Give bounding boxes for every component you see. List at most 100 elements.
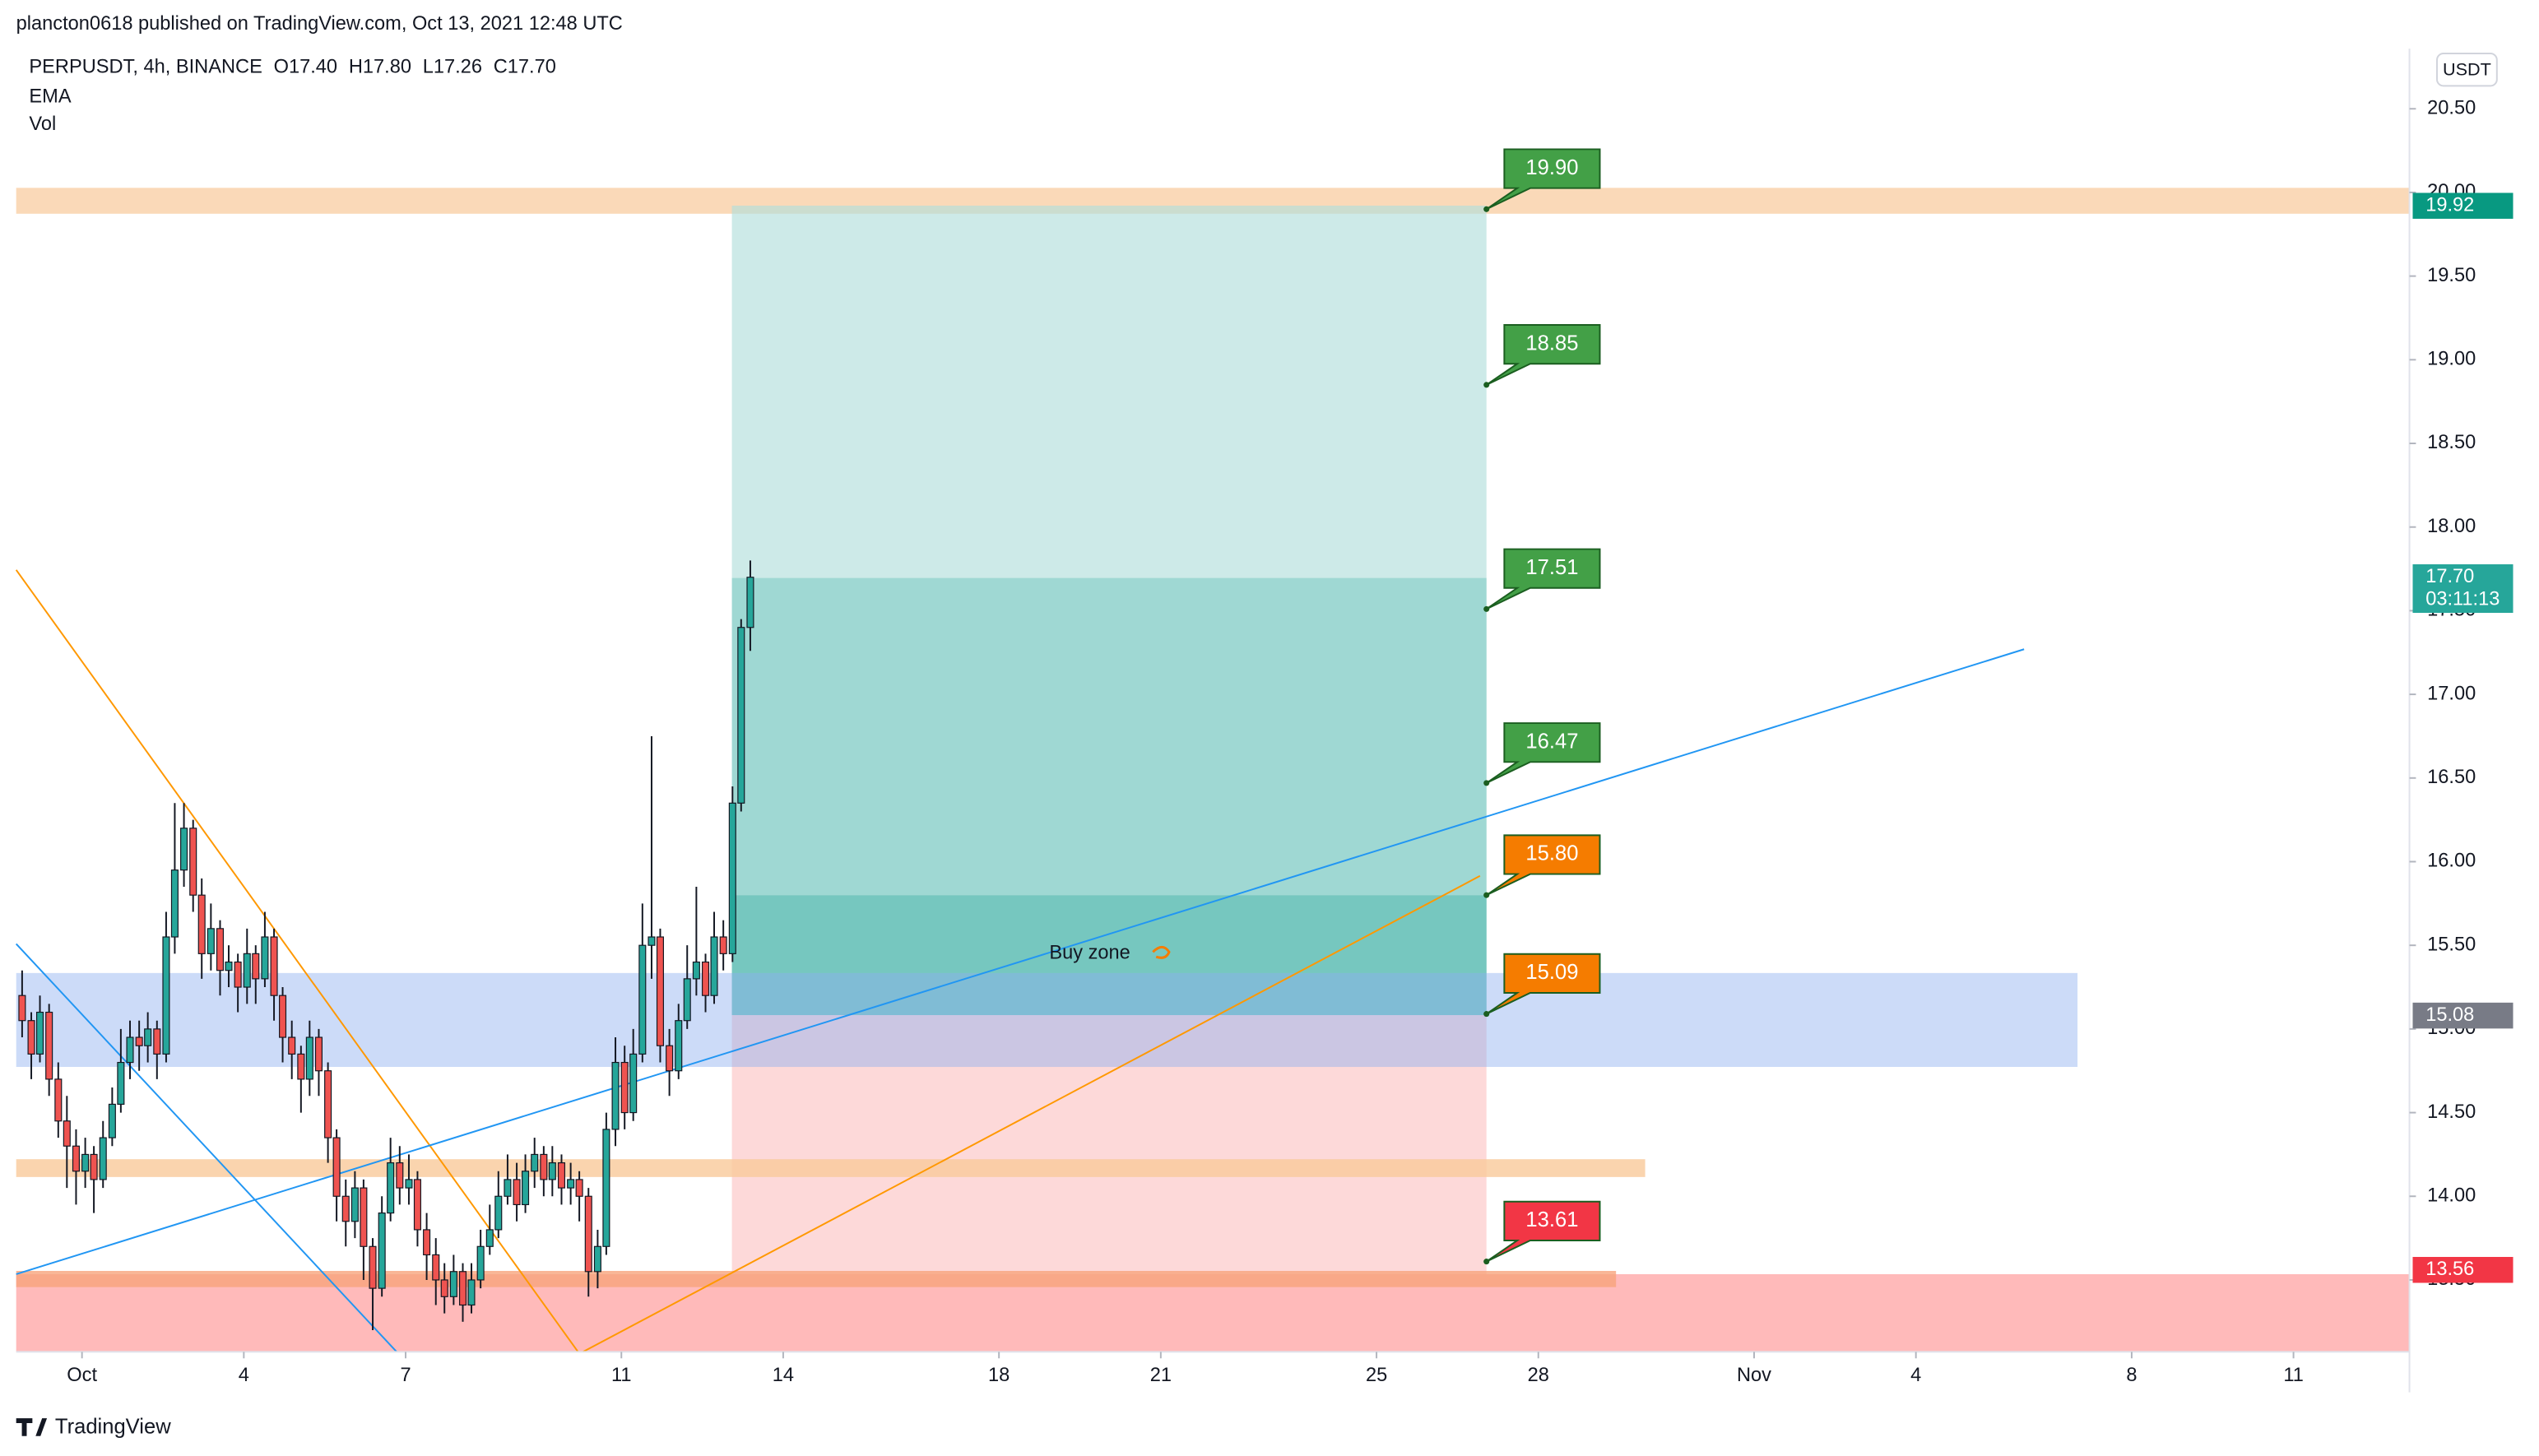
candle-body (467, 1279, 476, 1306)
candle-body (656, 936, 664, 1046)
target-badge (1486, 148, 1601, 211)
brand-logo (16, 1418, 48, 1436)
candle-body (719, 936, 727, 954)
candle-body (548, 1162, 556, 1180)
ohlc: H17.80 (349, 57, 411, 78)
candle-body (18, 995, 26, 1022)
candle-body (314, 1036, 323, 1072)
x-tick-label: Oct (67, 1365, 97, 1386)
candle-body (36, 1011, 44, 1055)
candle-body (692, 961, 700, 980)
target-label: 15.09 (1525, 961, 1578, 984)
candle-body (611, 1061, 620, 1130)
candle-body (279, 995, 287, 1038)
candle-body (540, 1153, 548, 1180)
candle-body (567, 1179, 575, 1189)
y-tick-label: 19.00 (2427, 349, 2476, 370)
candle-body (557, 1162, 566, 1189)
candle-body (458, 1271, 467, 1306)
trendline (16, 648, 2025, 1275)
y-tick-label: 17.00 (2427, 683, 2476, 704)
unit-box[interactable] (2436, 53, 2498, 87)
target-badge (1486, 722, 1601, 784)
candle-body (494, 1195, 503, 1231)
trendline (583, 874, 1481, 1353)
target-badge (1486, 324, 1601, 386)
entry-zone (731, 895, 1487, 1016)
annotation-icon (1152, 945, 1171, 959)
candle-body (225, 961, 233, 971)
candle-body (710, 936, 718, 996)
candle-body (531, 1153, 539, 1172)
candle-body (602, 1129, 610, 1247)
x-tick-label: 25 (1366, 1365, 1387, 1386)
candle-body (90, 1153, 98, 1180)
candle-body (638, 944, 647, 1055)
trendline (15, 569, 579, 1352)
target-label: 13.61 (1525, 1208, 1578, 1231)
candle-body (584, 1195, 592, 1273)
candle-body (683, 978, 691, 1022)
candle-body (432, 1254, 440, 1281)
candle-body (99, 1137, 107, 1180)
candle-body (207, 928, 215, 954)
annotation: Buy zone (1049, 942, 1130, 963)
target-point (1483, 1259, 1490, 1265)
candle-body (504, 1179, 512, 1197)
price-label-bg (2412, 1002, 2513, 1029)
candle-body (476, 1245, 485, 1281)
candle-body (135, 1036, 143, 1046)
support-band (16, 1159, 1645, 1177)
price-label: 17.70 (2425, 566, 2474, 587)
target-point (1483, 605, 1490, 612)
candle-body (423, 1229, 431, 1256)
candle-body (387, 1162, 395, 1214)
legend-title: PERPUSDT, 4h, BINANCE O17.40 H17.80 L17.26 C… (29, 57, 555, 78)
indicator: EMA (29, 86, 71, 107)
candle-body (341, 1195, 350, 1222)
candle-body (197, 894, 206, 954)
candle-body (485, 1229, 494, 1247)
candle-body (63, 1120, 71, 1147)
buy-zone (16, 972, 2078, 1068)
candle-body (522, 1171, 530, 1206)
price-label-bg (2412, 1257, 2513, 1283)
x-tick-label: Nov (1737, 1365, 1771, 1386)
ohlc: L17.26 (423, 57, 482, 78)
indicator: Vol (29, 114, 56, 135)
target-label: 19.90 (1525, 156, 1578, 179)
candle-body (575, 1179, 583, 1197)
candle-body (324, 1070, 332, 1138)
candle-body (297, 1053, 305, 1080)
candle-body (728, 802, 736, 954)
trendline (15, 943, 397, 1353)
candle-body (54, 1078, 63, 1122)
candle-body (629, 1053, 638, 1114)
candle-body (288, 1036, 296, 1055)
target-label: 15.80 (1525, 842, 1578, 865)
target-label: 16.47 (1525, 730, 1578, 753)
brand: TradingView (55, 1416, 171, 1439)
x-tick-label: 28 (1528, 1365, 1549, 1386)
candle-body (746, 577, 754, 628)
x-tick-label: 18 (988, 1365, 1010, 1386)
candle-body (189, 828, 197, 896)
candle-body (332, 1137, 341, 1197)
ohlc: O17.40 (274, 57, 337, 78)
x-tick-label: 8 (2126, 1365, 2137, 1386)
candle-body (117, 1061, 125, 1105)
candle-body (360, 1187, 368, 1247)
ohlc: C17.70 (494, 57, 556, 78)
target-badge (1486, 548, 1601, 610)
candle-body (144, 1028, 152, 1046)
candle-body (378, 1213, 386, 1289)
candle-body (666, 1045, 674, 1072)
symbol: PERPUSDT, 4h, BINANCE (29, 57, 262, 78)
target-point (1483, 382, 1490, 388)
target-point (1483, 1011, 1490, 1018)
candle-body (702, 961, 710, 996)
candle-body (216, 928, 225, 971)
candle-body (243, 953, 251, 988)
